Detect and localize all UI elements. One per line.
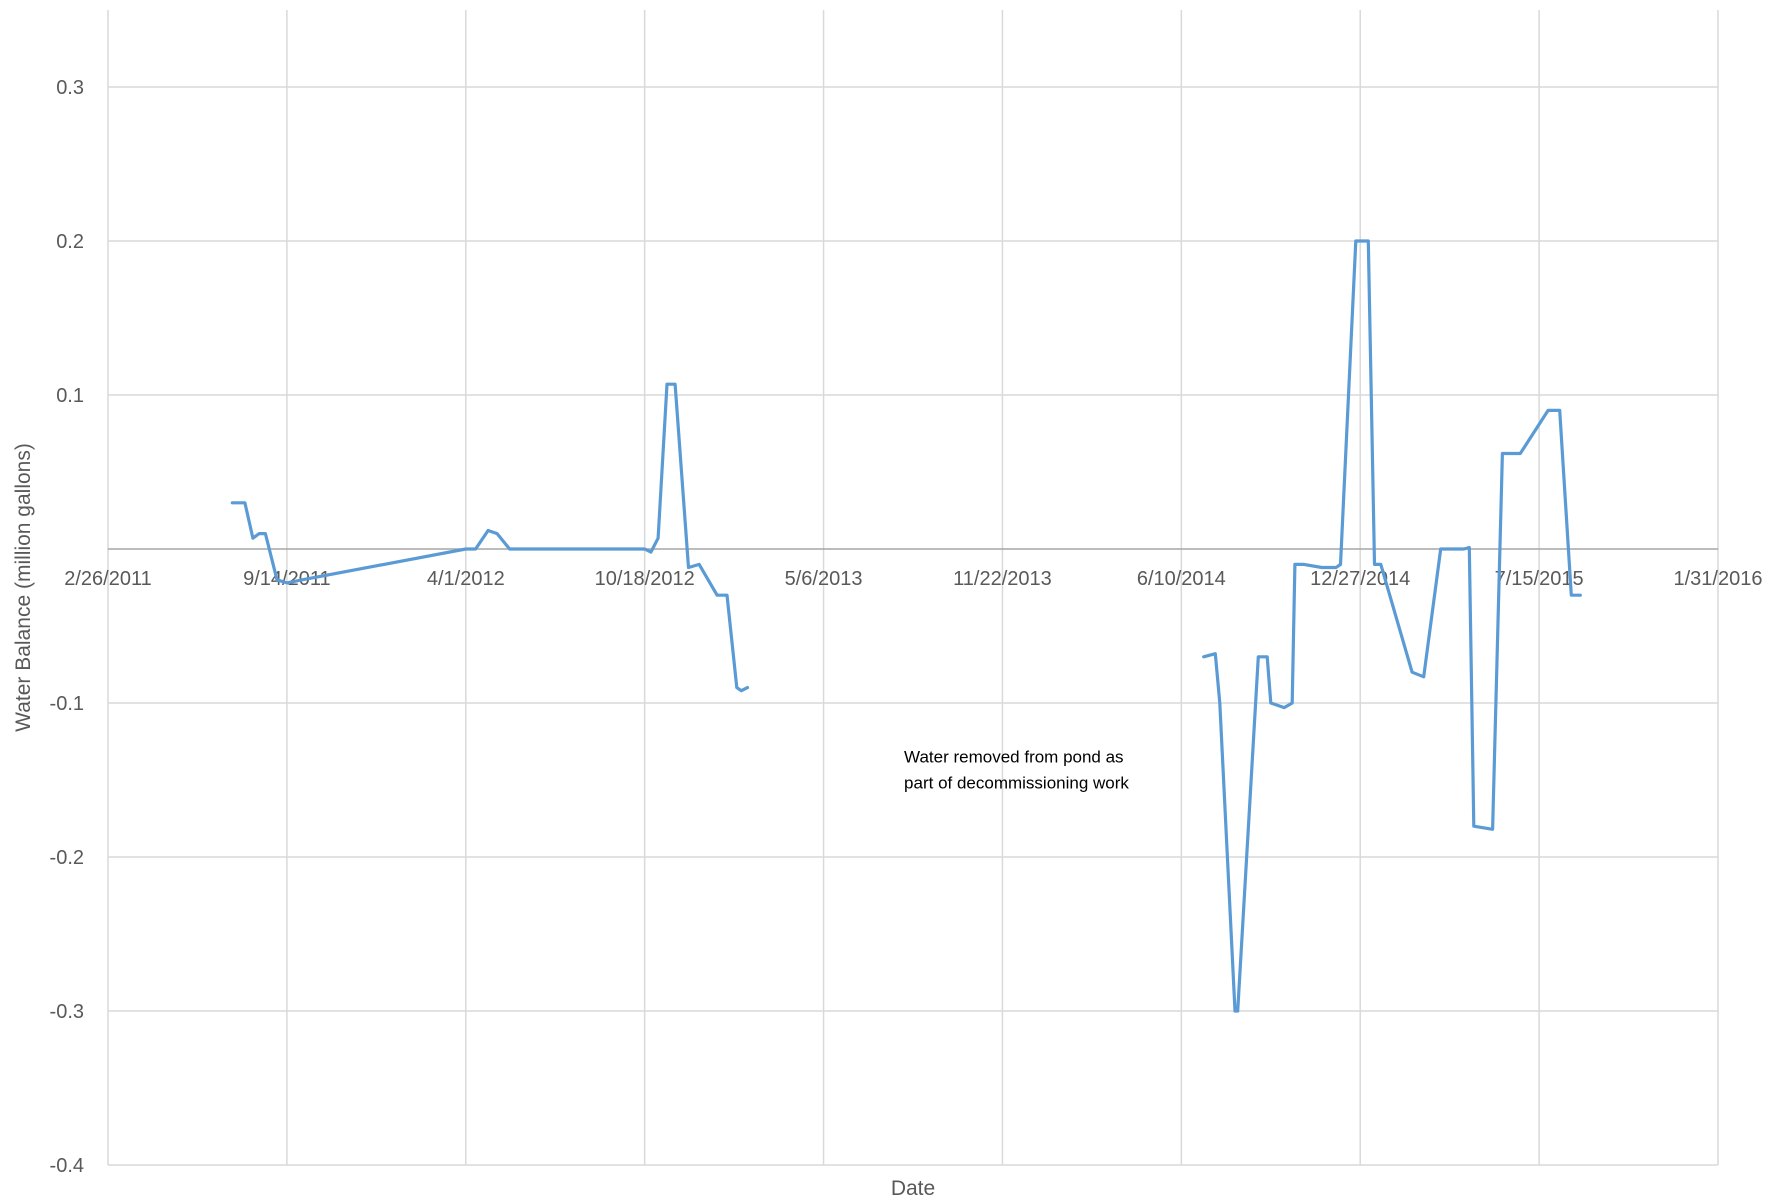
grid <box>107 10 1719 1166</box>
x-tick-label: 10/18/2012 <box>595 568 695 590</box>
x-tick-label: 1/31/2016 <box>1674 568 1763 590</box>
x-tick-label: 11/22/2013 <box>953 568 1052 590</box>
series-line <box>1202 239 1582 1013</box>
series-line <box>230 382 750 693</box>
x-tick-label: 6/10/2014 <box>1137 568 1226 590</box>
y-tick-label: -0.4 <box>50 1155 84 1177</box>
annotation: Water removed from pond as part of decom… <box>904 747 1129 792</box>
x-tick-label: 2/26/2011 <box>64 568 152 590</box>
x-tick-label: 5/6/2013 <box>785 568 863 590</box>
y-tick-label: 0.3 <box>56 77 84 99</box>
data-series <box>230 239 1582 1013</box>
x-tick-label: 12/27/2014 <box>1310 568 1410 590</box>
y-tick-label: 0.1 <box>56 385 84 407</box>
y-tick-label: -0.1 <box>50 693 84 715</box>
x-tick-label: 7/15/2015 <box>1495 568 1584 590</box>
y-tick-label: -0.3 <box>50 1001 84 1023</box>
y-tick-label: -0.2 <box>50 847 84 869</box>
x-axis-title: Date <box>891 1177 935 1200</box>
y-tick-label: 0.2 <box>56 231 84 253</box>
tick-labels: 2/26/2011 9/14/2011 4/1/2012 10/18/2012 5/6/… <box>50 77 1763 1177</box>
annotation-line: part of decommissioning work <box>904 773 1129 792</box>
y-axis-title: Water Balance (million gallons) <box>12 443 35 732</box>
annotation-line: Water removed from pond as <box>904 747 1124 766</box>
x-tick-label: 9/14/2011 <box>243 568 331 590</box>
x-tick-label: 4/1/2012 <box>427 568 505 590</box>
